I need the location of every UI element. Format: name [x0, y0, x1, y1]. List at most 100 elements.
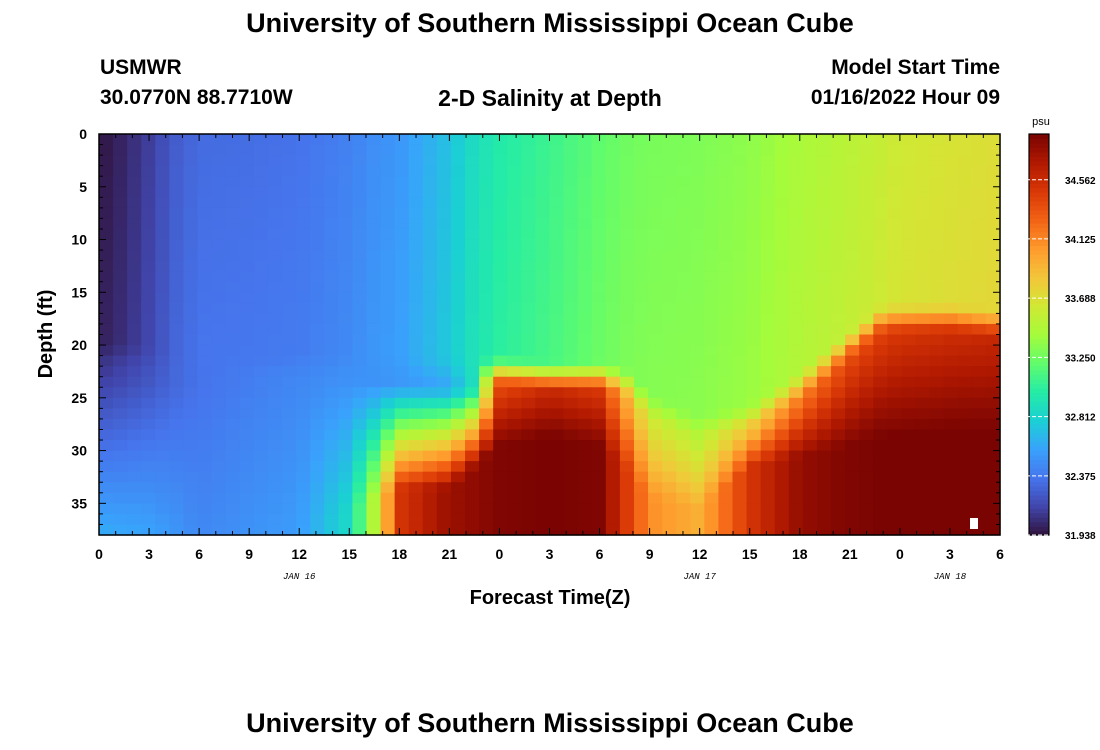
heatmap-cell [493, 503, 508, 515]
heatmap-cell [605, 513, 621, 526]
heatmap-cell [957, 186, 973, 198]
heatmap-cell [282, 144, 297, 156]
heatmap-cell [774, 165, 790, 177]
heatmap-cell [943, 450, 959, 462]
heatmap-cell [873, 281, 888, 293]
heatmap-cell [915, 186, 931, 198]
heatmap-cell [127, 228, 142, 241]
heatmap-cell [310, 397, 325, 409]
heatmap-cell [436, 345, 452, 357]
heatmap-cell [619, 176, 635, 188]
heatmap-cell [845, 197, 860, 209]
heatmap-cell [253, 176, 269, 188]
heatmap-cell [155, 429, 170, 441]
heatmap-cell [366, 450, 382, 462]
heatmap-cell [338, 397, 354, 409]
heatmap-cell [324, 461, 339, 473]
heatmap-cell [296, 176, 311, 188]
heatmap-cell [718, 134, 734, 146]
heatmap-cell [338, 155, 354, 167]
heatmap-cell [450, 228, 466, 241]
colorbar-swatch [1029, 419, 1049, 425]
heatmap-cell [746, 197, 762, 209]
heatmap-cell [985, 450, 1001, 462]
heatmap-cell [338, 186, 354, 198]
heatmap-cell [591, 323, 607, 336]
heatmap-cell [633, 155, 649, 167]
heatmap-cell [239, 418, 255, 431]
heatmap-cell [352, 450, 368, 462]
heatmap-cell [845, 345, 860, 357]
heatmap-cell [662, 408, 677, 420]
heatmap-cell [127, 165, 142, 177]
heatmap-cell [605, 239, 621, 251]
heatmap-cell [760, 134, 776, 146]
heatmap-cell [450, 355, 466, 367]
heatmap-cell [282, 260, 297, 272]
heatmap-cell [788, 292, 804, 304]
heatmap-cell [633, 218, 649, 230]
heatmap-cell [408, 250, 424, 262]
heatmap-cell [563, 302, 579, 314]
heatmap-cell [380, 292, 396, 304]
heatmap-cell [957, 440, 973, 452]
colorbar-swatch [1029, 147, 1049, 153]
heatmap-cell [450, 218, 466, 230]
heatmap-cell [985, 513, 1001, 526]
heatmap-cell [929, 461, 945, 473]
heatmap-cell [253, 492, 269, 504]
heatmap-cell [929, 228, 945, 241]
heatmap-cell [662, 450, 677, 462]
heatmap-cell [929, 513, 945, 526]
heatmap-cell [436, 155, 452, 167]
heatmap-cell [183, 429, 199, 441]
heatmap-cell [591, 155, 607, 167]
heatmap-cell [183, 250, 199, 262]
heatmap-cell [619, 144, 635, 156]
heatmap-cell [521, 302, 537, 314]
heatmap-cell [493, 292, 508, 304]
heatmap-cell [746, 471, 762, 483]
colorbar-swatch [1029, 316, 1049, 322]
heatmap-cell [662, 207, 677, 220]
heatmap-cell [267, 355, 283, 367]
heatmap-cell [296, 323, 311, 336]
heatmap-cell [225, 155, 241, 167]
heatmap-cell [957, 176, 973, 188]
heatmap-cell [141, 471, 156, 483]
heatmap-cell [99, 450, 114, 462]
heatmap-cell [732, 313, 748, 325]
heatmap-cell [690, 366, 705, 378]
heatmap-cell [450, 334, 466, 346]
heatmap-cell [549, 292, 565, 304]
heatmap-cell [113, 450, 128, 462]
heatmap-cell [648, 165, 663, 177]
heatmap-cell [479, 239, 494, 251]
heatmap-cell [591, 334, 607, 346]
heatmap-cell [859, 408, 874, 420]
heatmap-cell [197, 313, 213, 325]
heatmap-cell [127, 323, 142, 336]
heatmap-cell [845, 492, 860, 504]
heatmap-cell [479, 144, 494, 156]
heatmap-cell [746, 461, 762, 473]
heatmap-cell [408, 461, 424, 473]
heatmap-cell [141, 429, 156, 441]
heatmap-cell [704, 155, 720, 167]
heatmap-cell [479, 260, 494, 272]
heatmap-cell [183, 482, 199, 494]
heatmap-cell [296, 186, 311, 198]
heatmap-cell [648, 503, 663, 515]
colorbar-swatch [1029, 432, 1049, 438]
heatmap-cell [211, 323, 227, 336]
heatmap-cell [465, 471, 480, 483]
heatmap-cell [253, 281, 269, 293]
heatmap-cell [436, 207, 452, 220]
heatmap-cell [732, 155, 748, 167]
heatmap-cell [845, 503, 860, 515]
heatmap-cell [718, 197, 734, 209]
heatmap-cell [99, 376, 114, 388]
heatmap-cell [591, 397, 607, 409]
heatmap-cell [197, 429, 213, 441]
heatmap-cell [873, 450, 888, 462]
